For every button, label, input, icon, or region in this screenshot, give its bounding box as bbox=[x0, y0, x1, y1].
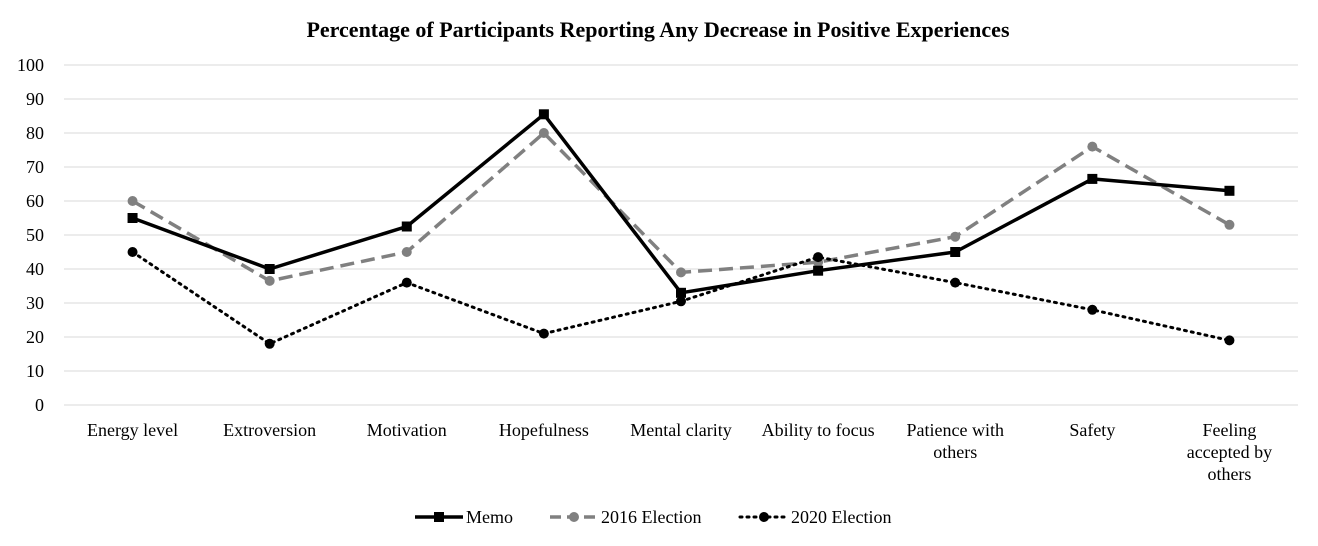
series-2016-election bbox=[127, 128, 1235, 286]
data-point bbox=[950, 247, 961, 257]
y-tick-label: 30 bbox=[26, 293, 44, 313]
x-tick-label-line: Mental clarity bbox=[630, 420, 731, 440]
x-tick-label: Motivation bbox=[367, 420, 447, 440]
series-2020-election bbox=[127, 247, 1235, 349]
x-axis-ticks: Energy level Extroversion Motivation Hopefu… bbox=[87, 420, 1272, 484]
data-point bbox=[264, 275, 275, 286]
legend-entry: 2016 Election bbox=[550, 507, 701, 527]
x-tick-label: Mental clarity bbox=[630, 420, 731, 440]
data-point bbox=[1224, 219, 1235, 230]
data-point bbox=[1087, 141, 1098, 152]
series-memo bbox=[127, 109, 1235, 298]
gridlines bbox=[64, 64, 1298, 406]
x-tick-label-line: Patience with bbox=[906, 420, 1003, 440]
data-point bbox=[676, 267, 686, 278]
x-tick-label-line: others bbox=[1207, 464, 1251, 484]
x-tick-label: Patience with others bbox=[906, 420, 1003, 462]
legend-swatch-marker bbox=[569, 512, 579, 522]
data-point bbox=[264, 264, 275, 274]
data-point bbox=[813, 252, 824, 263]
data-point bbox=[538, 328, 549, 339]
data-point bbox=[264, 338, 275, 349]
legend-swatch-marker bbox=[759, 512, 769, 522]
y-tick-label: 100 bbox=[17, 55, 44, 75]
data-point bbox=[538, 109, 549, 120]
data-point bbox=[950, 277, 961, 288]
legend-entry: 2020 Election bbox=[738, 507, 891, 527]
y-tick-label: 80 bbox=[26, 123, 44, 143]
y-tick-label: 20 bbox=[26, 327, 44, 347]
y-axis-ticks: 0 10 20 30 40 50 60 70 80 90 100 bbox=[17, 55, 44, 415]
data-point bbox=[401, 221, 412, 232]
data-point bbox=[127, 196, 138, 206]
y-tick-label: 90 bbox=[26, 89, 44, 109]
chart-title: Percentage of Participants Reporting Any… bbox=[306, 17, 1009, 42]
x-tick-label-line: Motivation bbox=[367, 420, 447, 440]
data-point bbox=[1224, 185, 1235, 196]
x-tick-label-line: Hopefulness bbox=[499, 420, 589, 440]
data-point bbox=[127, 213, 138, 223]
y-tick-label: 40 bbox=[26, 259, 44, 279]
legend-entry: Memo bbox=[415, 507, 513, 527]
x-tick-label-line: Ability to focus bbox=[762, 420, 875, 440]
x-tick-label: Feeling accepted by others bbox=[1187, 420, 1272, 484]
data-point bbox=[127, 247, 138, 257]
data-point bbox=[950, 231, 961, 242]
x-tick-label: Energy level bbox=[87, 420, 178, 440]
data-point bbox=[813, 265, 824, 276]
x-tick-label: Hopefulness bbox=[499, 420, 589, 440]
legend-swatch-marker bbox=[434, 512, 444, 522]
y-tick-label: 10 bbox=[26, 361, 44, 381]
data-point bbox=[1087, 173, 1098, 184]
data-point bbox=[401, 247, 412, 257]
data-point bbox=[1224, 335, 1235, 346]
legend: Memo 2016 Election 2020 Election bbox=[415, 507, 891, 527]
y-tick-label: 0 bbox=[35, 395, 44, 415]
x-tick-label: Extroversion bbox=[223, 420, 316, 440]
data-point bbox=[538, 128, 549, 138]
legend-label: 2016 Election bbox=[601, 507, 701, 527]
x-tick-label-line: Energy level bbox=[87, 420, 178, 440]
legend-label: 2020 Election bbox=[791, 507, 891, 527]
data-point bbox=[1087, 304, 1098, 315]
x-tick-label-line: Extroversion bbox=[223, 420, 316, 440]
data-point bbox=[401, 277, 412, 288]
y-tick-label: 60 bbox=[26, 191, 44, 211]
y-tick-label: 50 bbox=[26, 225, 44, 245]
legend-label: Memo bbox=[466, 507, 513, 527]
x-tick-label: Ability to focus bbox=[762, 420, 875, 440]
data-point bbox=[676, 287, 686, 298]
x-tick-label-line: Safety bbox=[1069, 420, 1115, 440]
x-tick-label-line: others bbox=[933, 442, 977, 462]
series-line bbox=[131, 112, 1230, 295]
x-tick-label-line: accepted by bbox=[1187, 442, 1272, 462]
x-tick-label: Safety bbox=[1069, 420, 1115, 440]
y-tick-label: 70 bbox=[26, 157, 44, 177]
data-point bbox=[676, 296, 686, 307]
x-tick-label-line: Feeling bbox=[1202, 420, 1256, 440]
series-lines bbox=[127, 109, 1235, 349]
